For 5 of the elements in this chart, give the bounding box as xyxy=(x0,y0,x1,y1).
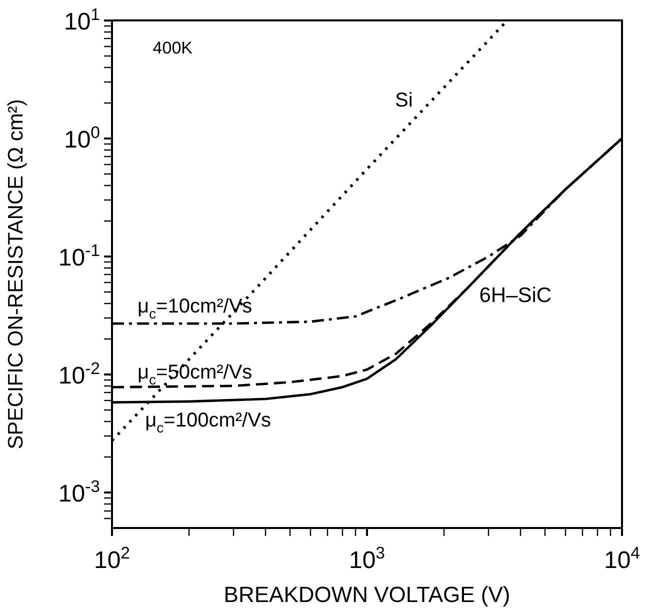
y-axis-title: SPECIFIC ON-RESISTANCE (Ω cm²) xyxy=(4,99,28,450)
annotation: 400K xyxy=(152,38,194,58)
series-label: Si xyxy=(395,90,413,112)
x-axis-title: BREAKDOWN VOLTAGE (V) xyxy=(224,582,510,607)
annotation: 6H–SiC xyxy=(479,284,552,308)
